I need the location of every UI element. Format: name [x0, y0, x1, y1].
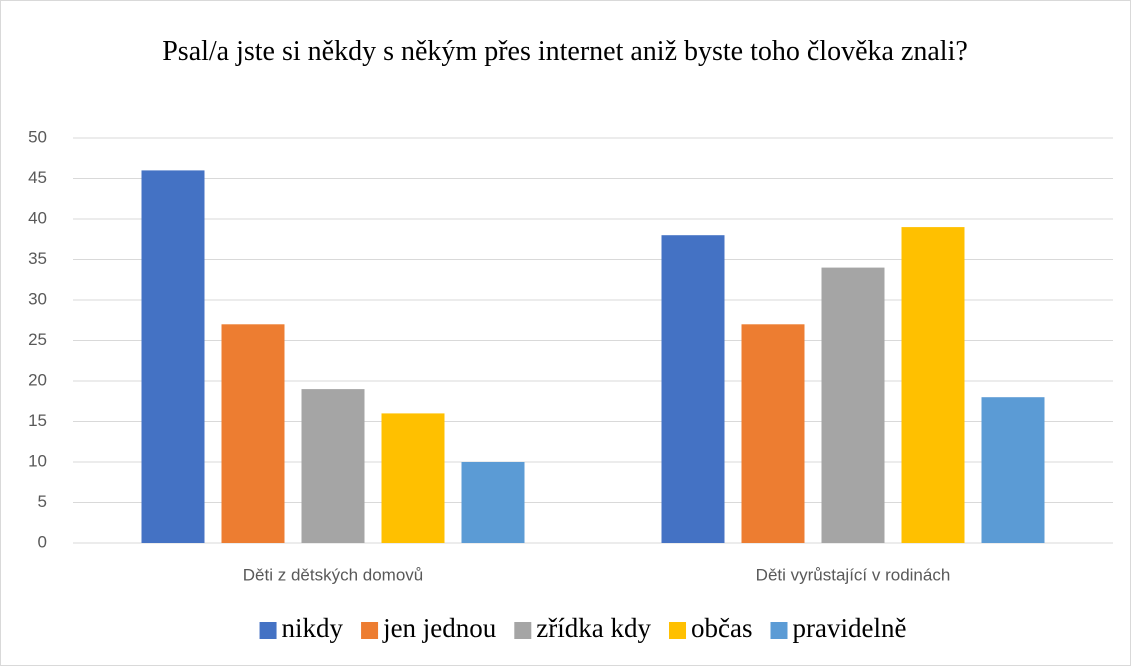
legend-label: jen jednou [382, 613, 497, 643]
bar [381, 413, 445, 543]
bar [221, 324, 285, 543]
legend-label: pravidelně [793, 613, 907, 643]
bar [741, 324, 805, 543]
y-tick-label: 45 [28, 168, 47, 187]
y-tick-label: 25 [28, 330, 47, 349]
y-tick-label: 15 [28, 411, 47, 430]
bar [901, 227, 965, 543]
bar [141, 170, 205, 543]
legend-swatch [361, 622, 379, 639]
legend-swatch [669, 622, 687, 639]
legend-swatch [259, 622, 277, 639]
legend-label: zřídka kdy [536, 613, 651, 643]
bar [461, 462, 525, 543]
legend-swatch [770, 622, 788, 639]
bar [981, 397, 1045, 543]
y-tick-label: 40 [28, 208, 47, 227]
y-tick-label: 50 [28, 127, 47, 146]
legend-label: občas [691, 613, 752, 643]
y-tick-label: 0 [38, 532, 47, 551]
x-tick-label: Děti vyrůstající v rodinách [756, 565, 951, 584]
bar [301, 389, 365, 543]
y-tick-label: 30 [28, 289, 47, 308]
legend-label: nikdy [282, 613, 344, 643]
y-tick-label: 5 [38, 492, 47, 511]
legend-swatch [514, 622, 532, 639]
y-tick-label: 20 [28, 370, 47, 389]
x-tick-label: Děti z dětských domovů [243, 565, 423, 584]
bar [661, 235, 725, 543]
bar [821, 267, 885, 543]
y-tick-label: 10 [28, 451, 47, 470]
chart-title: Psal/a jste si někdy s někým přes intern… [162, 36, 968, 67]
y-tick-label: 35 [28, 249, 47, 268]
